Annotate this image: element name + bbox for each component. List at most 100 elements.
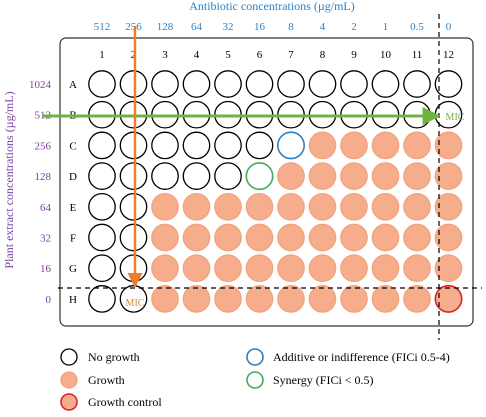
- well-growth: [214, 223, 242, 252]
- well-no-growth: [88, 285, 116, 313]
- mic-label-column: MIC: [126, 298, 145, 309]
- well-growth-control: [434, 284, 463, 313]
- left-axis-value: 64: [40, 202, 52, 214]
- well-no-growth: [434, 70, 463, 98]
- well-growth: [308, 192, 337, 221]
- well-growth: [182, 192, 211, 221]
- well-growth: [371, 192, 400, 221]
- plate-wells: [88, 70, 463, 313]
- well-no-growth: [151, 70, 179, 98]
- well-growth: [434, 162, 463, 190]
- well-no-growth: [371, 70, 400, 98]
- well-additive: [276, 131, 305, 160]
- plate-column-labels: 1 2 3 4 5 6 7 8 9 10 11 12: [99, 49, 454, 61]
- well-no-growth: [182, 70, 211, 98]
- top-axis-value: 4: [320, 21, 326, 33]
- well-no-growth: [88, 131, 116, 160]
- well-growth: [308, 162, 337, 190]
- well-no-growth: [214, 131, 242, 160]
- well-no-growth: [119, 192, 148, 221]
- well-no-growth: [119, 131, 148, 160]
- plate-row-label: A: [69, 79, 77, 91]
- plate-column-label: 8: [320, 49, 326, 61]
- well-growth: [340, 254, 368, 283]
- well-growth: [277, 223, 305, 252]
- well-growth: [340, 192, 368, 221]
- top-axis-value: 128: [157, 21, 174, 33]
- well-growth: [371, 223, 400, 252]
- well-growth: [308, 223, 337, 252]
- legend-additive-label: Additive or indifference (FICi 0.5-4): [273, 350, 450, 364]
- well-growth: [403, 131, 431, 160]
- legend-no-growth-label: No growth: [88, 350, 140, 364]
- plate-row-label: E: [70, 202, 77, 214]
- well-growth: [245, 192, 274, 221]
- well-growth: [340, 285, 368, 313]
- well-no-growth: [88, 254, 116, 283]
- legend-growth-control-swatch: [60, 393, 78, 411]
- well-growth: [214, 285, 242, 313]
- legend-additive-swatch: [246, 348, 264, 366]
- top-axis-value: 64: [191, 21, 203, 33]
- well-no-growth: [119, 254, 148, 283]
- plate-column-label: 2: [131, 49, 137, 61]
- well-growth: [151, 223, 179, 252]
- well-growth: [403, 285, 431, 313]
- well-growth: [182, 285, 211, 313]
- plate-column-label: 11: [412, 49, 423, 61]
- legend-synergy-label: Synergy (FICi < 0.5): [273, 373, 374, 387]
- well-growth: [245, 223, 274, 252]
- plate-column-label: 7: [288, 49, 294, 61]
- well-growth: [434, 223, 463, 252]
- well-growth: [277, 254, 305, 283]
- well-growth: [214, 254, 242, 283]
- well-growth: [277, 285, 305, 313]
- well-no-growth: [182, 131, 211, 160]
- plate-row-label: D: [69, 171, 77, 183]
- plate-column-label: 12: [443, 49, 454, 61]
- well-growth: [403, 223, 431, 252]
- left-axis-values: 10245122561286432160: [29, 79, 52, 306]
- top-axis-value: 16: [254, 21, 266, 33]
- well-growth: [371, 131, 400, 160]
- plate-row-label: F: [70, 233, 76, 245]
- well-no-growth: [277, 70, 305, 98]
- well-growth: [434, 254, 463, 283]
- well-growth: [308, 285, 337, 313]
- well-growth: [403, 162, 431, 190]
- left-axis-value: 32: [40, 233, 51, 245]
- top-axis-value: 0.5: [410, 21, 424, 33]
- well-growth: [277, 192, 305, 221]
- legend: No growth Growth Growth control Additive…: [60, 348, 450, 411]
- well-no-growth: [88, 162, 116, 190]
- well-no-growth: [119, 70, 148, 98]
- well-synergy: [245, 162, 274, 191]
- left-axis-value: 256: [35, 140, 52, 152]
- well-growth: [214, 192, 242, 221]
- well-growth: [371, 285, 400, 313]
- well-growth: [434, 192, 463, 221]
- well-growth: [151, 192, 179, 221]
- plate-column-label: 5: [225, 49, 231, 61]
- plate-column-label: 3: [162, 49, 168, 61]
- legend-growth-label: Growth: [88, 373, 125, 387]
- plate-column-label: 10: [380, 49, 392, 61]
- well-growth: [151, 285, 179, 313]
- well-no-growth: [119, 162, 148, 190]
- left-axis-value: 16: [40, 263, 52, 275]
- well-growth: [340, 162, 368, 190]
- plate-column-label: 9: [351, 49, 357, 61]
- well-growth: [371, 254, 400, 283]
- well-growth: [277, 162, 305, 190]
- plate-row-label: H: [69, 294, 77, 306]
- well-growth: [340, 131, 368, 160]
- well-growth: [403, 192, 431, 221]
- top-axis-values: 512 256 128 64 32 16 8 4 2 1 0.5 0: [94, 21, 452, 33]
- well-growth: [434, 131, 463, 160]
- left-axis-title: Plant extract concentrations (µg/mL): [2, 91, 16, 268]
- well-no-growth: [151, 162, 179, 190]
- well-growth: [182, 223, 211, 252]
- top-axis-value: 0: [446, 21, 452, 33]
- well-growth: [245, 254, 274, 283]
